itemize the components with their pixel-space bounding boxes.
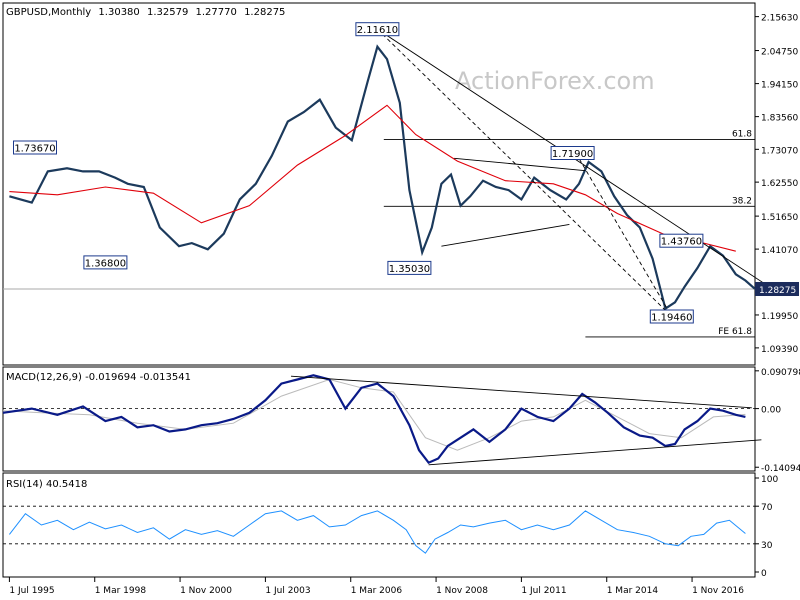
price-callout-label: 1.19460 xyxy=(651,312,692,323)
price-callout-label: 1.36800 xyxy=(85,258,126,269)
rsi-tick-label: 100 xyxy=(761,475,778,485)
macd-tick-label: 0.00 xyxy=(761,406,781,416)
current-price-label: 1.28275 xyxy=(759,286,796,296)
price-tick-label: 2.15630 xyxy=(761,14,798,24)
price-panel-frame xyxy=(2,2,756,366)
price-callout-box xyxy=(659,233,704,248)
price-callout-box xyxy=(83,255,128,270)
price-callout-box xyxy=(387,260,432,275)
macd-plot xyxy=(2,374,762,466)
time-tick-label: 1 Nov 2000 xyxy=(180,586,232,596)
price-tick-label: 2.04750 xyxy=(761,48,798,58)
moving-average-line xyxy=(9,104,736,252)
price-callout-box xyxy=(550,146,595,160)
axes: 2.15630 2.04750 1.94150 1.83560 1.73070 1.625… xyxy=(8,14,800,596)
fib-level-label: 61.8 xyxy=(732,130,752,140)
price-tick-label: 1.19950 xyxy=(761,312,798,322)
price-callout-label: 1.71900 xyxy=(552,149,593,160)
ohlc-close: 1.28275 xyxy=(244,7,285,18)
ohlc-low: 1.27770 xyxy=(196,7,237,18)
time-tick-label: 1 Mar 2014 xyxy=(607,586,659,596)
macd-label: MACD(12,26,9) -0.019694 -0.013541 xyxy=(6,372,191,383)
price-tick-label: 1.51650 xyxy=(761,213,798,223)
time-tick-label: 1 Jul 2011 xyxy=(521,586,566,596)
rsi-label: RSI(14) 40.5418 xyxy=(6,479,87,490)
macd-tick-label: -0.14094 xyxy=(761,464,800,474)
price-callout-label: 2.11610 xyxy=(357,25,398,36)
time-tick-label: 1 Jul 2003 xyxy=(265,586,310,596)
rsi-line xyxy=(9,510,746,554)
rsi-tick-label: 0 xyxy=(761,569,767,579)
macd-trendline xyxy=(428,439,762,466)
price-trendline xyxy=(575,152,673,317)
time-tick-label: 1 Nov 2016 xyxy=(692,586,744,596)
price-plot: 61.8 38.2 FE 61.8 2.11610 1.73670 1.36800 1.35… xyxy=(3,22,769,338)
rsi-panel-frame xyxy=(2,472,756,578)
price-tick-label: 1.73070 xyxy=(761,146,798,156)
fib-level-label: 38.2 xyxy=(732,196,752,206)
price-callout-label: 1.43760 xyxy=(661,237,702,248)
price-callout-box xyxy=(355,22,400,37)
price-tick-label: 1.41070 xyxy=(761,246,798,256)
chart-title: GBPUSD,Monthly 1.30380 1.32579 1.27770 1… xyxy=(6,7,285,18)
chart-title-symbol: GBPUSD,Monthly xyxy=(6,7,91,18)
price-trendline xyxy=(454,157,586,172)
price-callout-label: 1.35030 xyxy=(389,264,430,275)
ohlc-open: 1.30380 xyxy=(98,7,139,18)
time-tick-label: 1 Nov 2008 xyxy=(436,586,488,596)
price-trendline xyxy=(441,223,570,247)
price-callout-box xyxy=(13,140,57,155)
price-tick-label: 1.83560 xyxy=(761,114,798,124)
ohlc-high: 1.32579 xyxy=(147,7,188,18)
macd-tick-label: 0.090798 xyxy=(761,368,800,378)
time-tick-label: 1 Jul 1995 xyxy=(9,586,54,596)
price-tick-label: 1.62550 xyxy=(761,179,798,189)
macd-line xyxy=(2,374,746,465)
price-trendline xyxy=(377,28,673,317)
price-tick-label: 1.09390 xyxy=(761,345,798,355)
fib-level-label: FE 61.8 xyxy=(718,327,752,337)
price-callout-box xyxy=(649,309,694,324)
rsi-tick-label: 30 xyxy=(761,541,773,551)
watermark: ActionForex.com xyxy=(455,67,655,95)
macd-trendline xyxy=(290,375,752,409)
current-price-marker xyxy=(755,281,799,296)
time-tick-label: 1 Mar 1998 xyxy=(95,586,147,596)
price-tick-label: 1.94150 xyxy=(761,81,798,91)
price-callout-label: 1.73670 xyxy=(14,143,55,154)
price-series xyxy=(9,44,756,311)
time-tick-label: 1 Mar 2006 xyxy=(351,586,403,596)
rsi-tick-label: 70 xyxy=(761,503,773,513)
rsi-plot xyxy=(3,505,755,554)
